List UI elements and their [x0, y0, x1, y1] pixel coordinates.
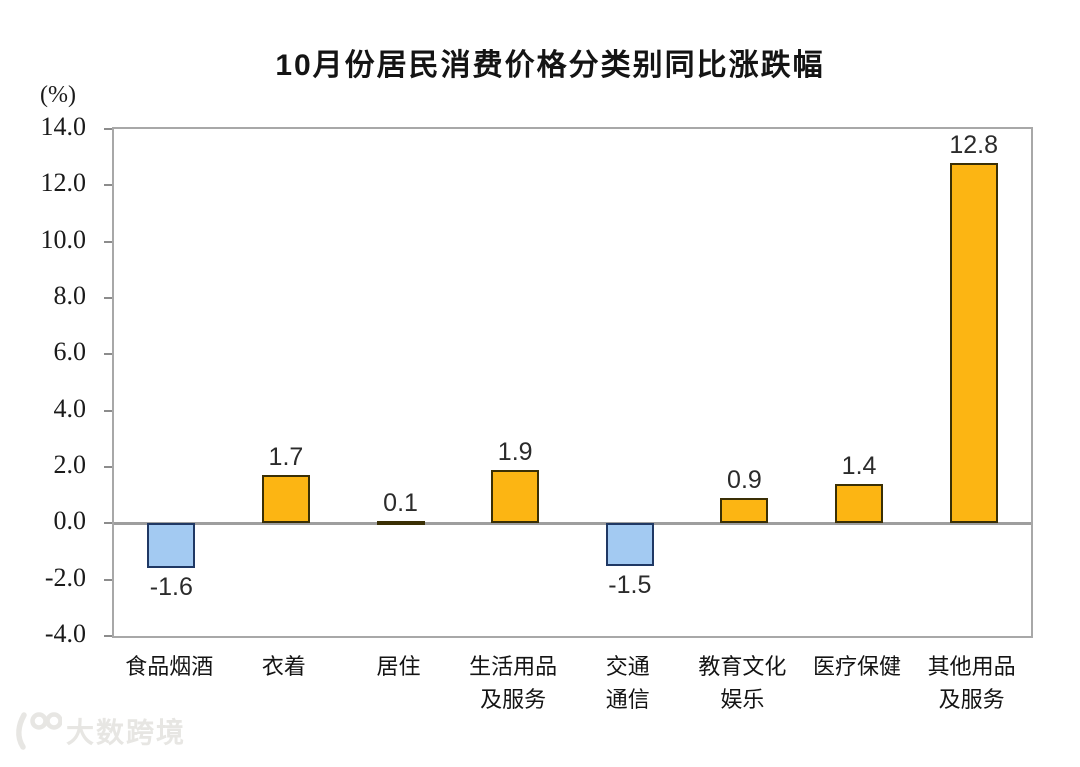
bar [835, 483, 884, 524]
watermark-logo-icon [16, 712, 62, 750]
bar [605, 523, 654, 566]
x-axis-category-label: 衣着 [261, 654, 306, 679]
y-axis-tick [104, 128, 112, 130]
bar [147, 523, 196, 569]
zero-axis-line [114, 522, 1031, 526]
x-axis-category-label: 生活用品 及服务 [469, 654, 558, 712]
x-axis: 食品烟酒 衣着 居住 生活用品 及服务 交通 通信 教育文化 娱乐 医疗保健 其他用品 及服务 [112, 650, 1033, 730]
y-axis-tick-label: 4.0 [53, 393, 87, 423]
x-axis-category-label: 教育文化 娱乐 [698, 654, 787, 712]
bar-value-label: 0.9 [727, 465, 762, 494]
y-axis-tick [104, 522, 112, 525]
y-axis-tick [104, 184, 112, 187]
y-axis-tick [104, 353, 112, 356]
watermark-text: 大数跨境 [66, 717, 187, 748]
y-axis-tick-label: 10.0 [40, 224, 87, 254]
y-axis-tick [104, 635, 112, 637]
watermark: 大数跨境 [8, 708, 186, 754]
y-axis-tick-label: 6.0 [53, 337, 87, 367]
bar-value-label: 0.1 [383, 488, 418, 517]
bar-value-label: 1.9 [497, 437, 533, 466]
y-axis-tick [104, 409, 112, 412]
x-axis-category-label: 其他用品 及服务 [927, 654, 1016, 712]
y-axis-tick-label: -4.0 [44, 619, 86, 648]
bar-value-label: 1.4 [841, 451, 877, 480]
y-axis-tick [104, 240, 112, 243]
y-axis-tick-label: 14.0 [40, 112, 87, 141]
y-axis-tick-label: -2.0 [44, 562, 86, 592]
bar [720, 497, 769, 524]
bar-value-label: -1.6 [149, 573, 193, 602]
x-axis-category-label: 交通 通信 [605, 654, 650, 712]
bar [491, 469, 540, 524]
y-axis-tick [104, 578, 112, 581]
x-axis-category-label: 医疗保健 [813, 654, 902, 679]
plot-area: -1.6 1.7 0.1 1.9 -1.5 0.9 1.4 12.8 [112, 127, 1033, 638]
y-axis-tick [104, 466, 112, 468]
y-axis-unit-label: (%) [40, 82, 76, 108]
chart-title: 10月份居民消费价格分类别同比涨跌幅 [275, 49, 825, 82]
y-axis-tick-label: 0.0 [53, 506, 87, 536]
bar [949, 162, 998, 524]
bar [376, 520, 425, 525]
bar-value-label: 12.8 [949, 130, 999, 159]
bar-value-label: -1.5 [608, 570, 652, 599]
x-axis-category-label: 食品烟酒 [125, 654, 214, 679]
x-axis-category-label: 居住 [376, 654, 421, 679]
bar-value-label: 1.7 [268, 443, 304, 472]
y-axis-tick-label: 2.0 [53, 450, 87, 479]
bar [261, 475, 310, 524]
y-axis-tick [104, 297, 112, 299]
y-axis-tick-label: 8.0 [53, 281, 87, 310]
y-axis-tick-label: 12.0 [40, 168, 87, 198]
